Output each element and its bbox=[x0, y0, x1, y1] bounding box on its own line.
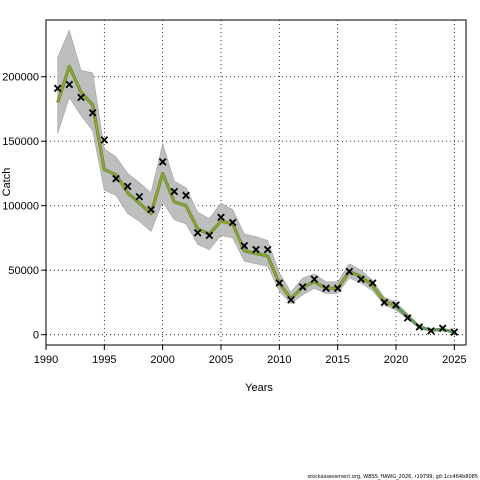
catch-marker-2025 bbox=[450, 328, 459, 336]
catch-marker-2022 bbox=[415, 323, 424, 331]
x-tick-label-2010: 2010 bbox=[267, 354, 291, 366]
catch-marker-2006 bbox=[228, 218, 237, 227]
catch-marker-2004 bbox=[205, 231, 214, 240]
catch-marker-1998 bbox=[135, 192, 144, 201]
catch-marker-2016 bbox=[345, 267, 354, 276]
catch-marker-2023 bbox=[427, 326, 435, 335]
y-tick-label-100000: 100000 bbox=[2, 201, 39, 213]
x-axis-title: Years bbox=[245, 382, 273, 394]
catch-marker-2011 bbox=[287, 296, 295, 304]
catch-marker-2000 bbox=[158, 158, 167, 166]
x-axis: 1990 1995 2000 2005 2010 2015 2020 2025 bbox=[34, 345, 467, 366]
x-tick-label-2025: 2025 bbox=[442, 354, 466, 366]
catch-marker-2009 bbox=[263, 245, 272, 254]
catch-marker-2018 bbox=[368, 279, 377, 287]
y-axis-title: Catch bbox=[1, 168, 13, 197]
x-tick-label-2020: 2020 bbox=[384, 354, 408, 366]
catch-marker-1991 bbox=[53, 84, 62, 93]
plot-frame bbox=[45, 19, 467, 346]
catch-marker-2017 bbox=[357, 275, 365, 284]
y-tick-label-0: 0 bbox=[33, 330, 39, 342]
x-tick-label-2000: 2000 bbox=[150, 354, 174, 366]
catch-marker-2012 bbox=[298, 283, 307, 291]
catch-marker-2019 bbox=[380, 298, 389, 307]
catch-marker-2005 bbox=[217, 213, 225, 222]
catch-marker-1993 bbox=[77, 93, 85, 102]
catch-marker-2021 bbox=[403, 314, 412, 322]
x-tick-label-2005: 2005 bbox=[209, 354, 233, 366]
estimate-line-inner bbox=[56, 65, 455, 333]
catch-marker-2020 bbox=[392, 301, 400, 309]
catch-marker-2007 bbox=[240, 241, 249, 250]
x-tick-label-2015: 2015 bbox=[325, 354, 349, 366]
catch-marker-2013 bbox=[310, 275, 319, 284]
y-tick-label-50000: 50000 bbox=[8, 265, 39, 277]
catch-marker-1992 bbox=[65, 80, 74, 89]
catch-marker-2024 bbox=[438, 324, 447, 333]
catch-marker-2014 bbox=[322, 284, 330, 293]
catch-marker-1994 bbox=[88, 109, 97, 117]
observed-catch-markers bbox=[53, 80, 459, 336]
catch-marker-1996 bbox=[112, 174, 120, 183]
footer-text: stockassessment.org, WBSS_HAWG_2026, r19… bbox=[307, 474, 478, 480]
catch-marker-2003 bbox=[193, 228, 202, 237]
catch-marker-1999 bbox=[147, 205, 155, 214]
y-tick-label-200000: 200000 bbox=[2, 72, 39, 84]
y-tick-label-150000: 150000 bbox=[2, 136, 39, 148]
catch-marker-2010 bbox=[275, 279, 284, 287]
catch-marker-1997 bbox=[123, 182, 132, 191]
x-tick-label-1995: 1995 bbox=[92, 354, 116, 366]
y-axis: 0 50000 100000 150000 200000 bbox=[2, 72, 46, 342]
catch-marker-2008 bbox=[252, 245, 260, 254]
catch-marker-2001 bbox=[170, 187, 179, 196]
catch-marker-2002 bbox=[182, 191, 190, 200]
x-tick-label-1990: 1990 bbox=[34, 354, 58, 366]
catch-marker-1995 bbox=[100, 136, 109, 144]
catch-marker-2015 bbox=[333, 284, 342, 293]
